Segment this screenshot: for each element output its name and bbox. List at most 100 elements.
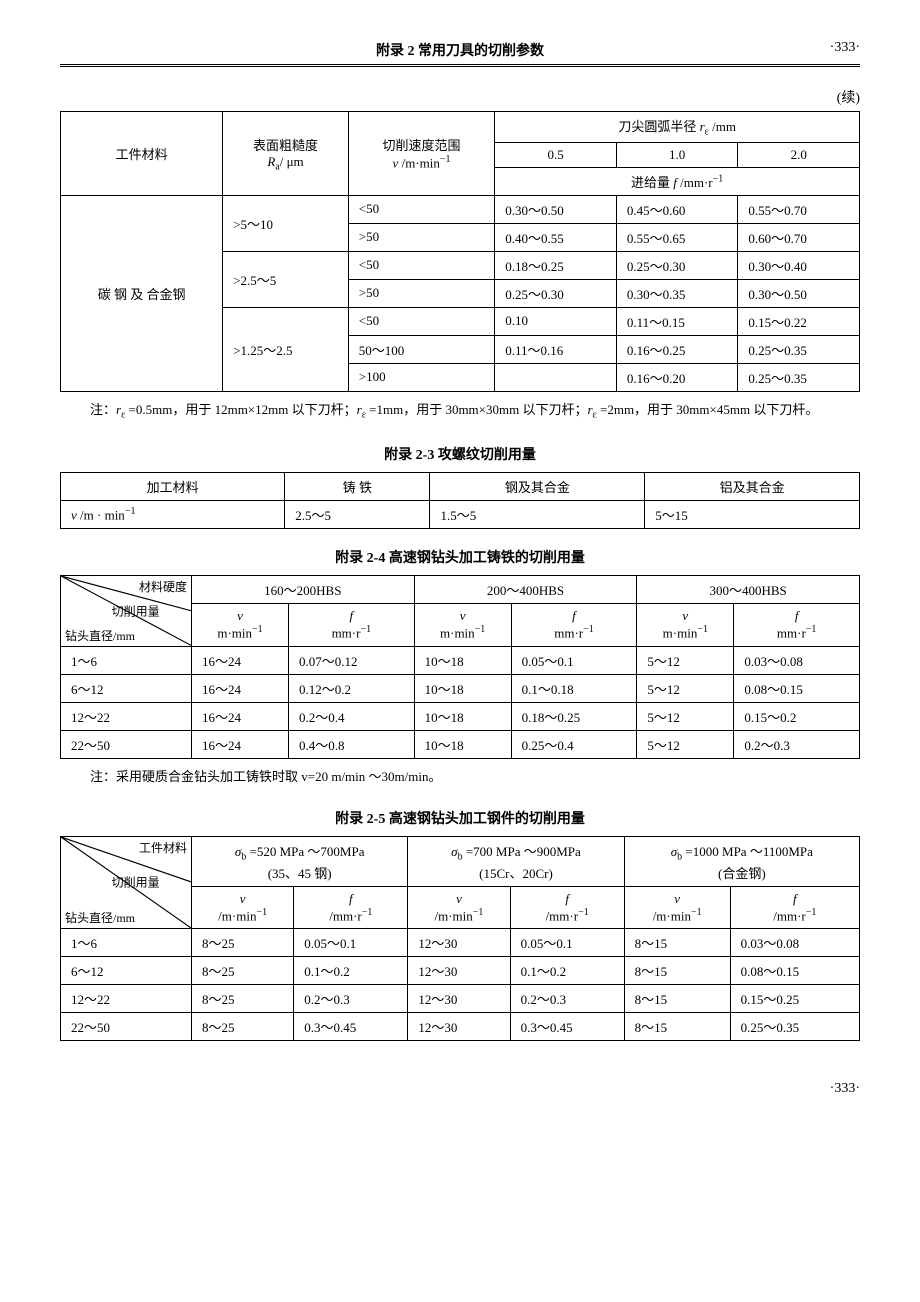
t3-f3-0: 0.03～0.08 [734, 646, 860, 674]
t1-c3-2: 0.30～0.40 [738, 251, 860, 279]
t3-h3: 300～400HBS [637, 576, 860, 604]
header-page: ·333· [830, 40, 860, 56]
t3-v2-1: 10～18 [414, 674, 511, 702]
t4-sf3: f/mm·r−1 [730, 886, 859, 928]
t1-v-6: >100 [348, 363, 495, 391]
t3-sf2: fmm·r−1 [511, 604, 637, 646]
t1-h-feed: 进给量 f /mm·r−1 [495, 167, 860, 195]
t4-sv3: v/m·min−1 [624, 886, 730, 928]
t4-v2-1: 12～30 [408, 956, 510, 984]
t1-h-radius: 刀尖圆弧半径 rε /mm [495, 112, 860, 143]
t3-v1-3: 16～24 [192, 730, 289, 758]
t1-v-5: 50～100 [348, 335, 495, 363]
t1-c1-1: 0.40～0.55 [495, 223, 617, 251]
t3-diag: 材料硬度 切削用量 钻头直径/mm [61, 576, 192, 646]
t4-f2-0: 0.05～0.1 [510, 928, 624, 956]
t1-c1-5: 0.11～0.16 [495, 335, 617, 363]
t3-sf3: fmm·r−1 [734, 604, 860, 646]
t1-c2-6: 0.16～0.20 [616, 363, 738, 391]
t3-f1-1: 0.12～0.2 [289, 674, 415, 702]
t3-f2-0: 0.05～0.1 [511, 646, 637, 674]
t4-v3-1: 8～15 [624, 956, 730, 984]
t3-sv3: vm·min−1 [637, 604, 734, 646]
t1-h-r10: 1.0 [616, 142, 738, 167]
table3-note: 注：采用硬质合金钻头加工铸铁时取 v=20 m/min ～30m/min。 [90, 765, 860, 788]
t2-h-iron: 铸 铁 [285, 473, 430, 501]
t1-c1-3: 0.25～0.30 [495, 279, 617, 307]
t3-diag-top: 材料硬度 [139, 578, 187, 595]
t1-c3-0: 0.55～0.70 [738, 195, 860, 223]
t1-ra-2: >2.5～5 [223, 251, 349, 307]
t1-v-2: <50 [348, 251, 495, 279]
t4-v3-2: 8～15 [624, 984, 730, 1012]
table2-title: 附录 2-3 攻螺纹切削用量 [60, 444, 860, 464]
t3-sf1: fmm·r−1 [289, 604, 415, 646]
t3-d-0: 1～6 [61, 646, 192, 674]
t4-sf1: f/mm·r−1 [294, 886, 408, 928]
t4-v2-2: 12～30 [408, 984, 510, 1012]
t1-c1-0: 0.30～0.50 [495, 195, 617, 223]
t4-f1-2: 0.2～0.3 [294, 984, 408, 1012]
t4-f3-0: 0.03～0.08 [730, 928, 859, 956]
t3-d-2: 12～22 [61, 702, 192, 730]
t1-ra-0: >5～10 [223, 195, 349, 251]
t1-h-speed: 切削速度范围v /m·min−1 [348, 112, 495, 196]
t1-c2-0: 0.45～0.60 [616, 195, 738, 223]
t3-sv1: vm·min−1 [192, 604, 289, 646]
continued-label: (续) [60, 87, 860, 107]
t2-iron: 2.5～5 [285, 501, 430, 529]
t4-sv2: v/m·min−1 [408, 886, 510, 928]
t1-c2-1: 0.55～0.65 [616, 223, 738, 251]
header-title: 附录 2 常用刀具的切削参数 [376, 44, 544, 59]
table4-title: 附录 2-5 高速钢钻头加工钢件的切削用量 [60, 808, 860, 828]
t4-f1-0: 0.05～0.1 [294, 928, 408, 956]
t3-f2-2: 0.18～0.25 [511, 702, 637, 730]
t4-h3: σb =1000 MPa ～1100MPa(合金钢) [624, 836, 859, 886]
t4-sv1: v/m·min−1 [192, 886, 294, 928]
t4-diag: 工件材料 切削用量 钻头直径/mm [61, 836, 192, 928]
t1-c2-3: 0.30～0.35 [616, 279, 738, 307]
t1-h-r20: 2.0 [738, 142, 860, 167]
t4-v1-0: 8～25 [192, 928, 294, 956]
t4-v2-0: 12～30 [408, 928, 510, 956]
t4-diag-bot: 钻头直径/mm [65, 909, 135, 926]
t3-h1: 160～200HBS [192, 576, 415, 604]
t4-d-3: 22～50 [61, 1012, 192, 1040]
t3-f2-1: 0.1～0.18 [511, 674, 637, 702]
t4-f3-2: 0.15～0.25 [730, 984, 859, 1012]
t2-h-material: 加工材料 [61, 473, 285, 501]
t4-f1-1: 0.1～0.2 [294, 956, 408, 984]
t4-f2-3: 0.3～0.45 [510, 1012, 624, 1040]
t1-v-1: >50 [348, 223, 495, 251]
t4-v1-3: 8～25 [192, 1012, 294, 1040]
t1-c1-6 [495, 363, 617, 391]
t1-ra-4: >1.25～2.5 [223, 307, 349, 391]
t4-f3-3: 0.25～0.35 [730, 1012, 859, 1040]
t3-v2-2: 10～18 [414, 702, 511, 730]
t3-v2-3: 10～18 [414, 730, 511, 758]
page-header: 附录 2 常用刀具的切削参数 ·333· [60, 40, 860, 67]
t2-row-label: v /m · min−1 [61, 501, 285, 529]
t4-f2-2: 0.2～0.3 [510, 984, 624, 1012]
t2-steel: 1.5～5 [430, 501, 645, 529]
t3-v1-2: 16～24 [192, 702, 289, 730]
t1-c3-1: 0.60～0.70 [738, 223, 860, 251]
table3-title: 附录 2-4 高速钢钻头加工铸铁的切削用量 [60, 547, 860, 567]
t4-d-0: 1～6 [61, 928, 192, 956]
t1-v-0: <50 [348, 195, 495, 223]
t3-diag-bot: 钻头直径/mm [65, 627, 135, 644]
t4-d-1: 6～12 [61, 956, 192, 984]
t4-v2-3: 12～30 [408, 1012, 510, 1040]
t4-v3-3: 8～15 [624, 1012, 730, 1040]
table-1: 工件材料 表面粗糙度Ra/ μm 切削速度范围v /m·min−1 刀尖圆弧半径… [60, 111, 860, 392]
t1-material: 碳 钢 及 合金钢 [61, 195, 223, 391]
table-4: 工件材料 切削用量 钻头直径/mm σb =520 MPa ～700MPa(35… [60, 836, 860, 1041]
t4-f1-3: 0.3～0.45 [294, 1012, 408, 1040]
t4-h2: σb =700 MPa ～900MPa(15Cr、20Cr) [408, 836, 624, 886]
t4-diag-top: 工件材料 [139, 839, 187, 856]
t2-h-al: 铝及其合金 [645, 473, 860, 501]
t3-f1-3: 0.4～0.8 [289, 730, 415, 758]
t3-f3-1: 0.08～0.15 [734, 674, 860, 702]
t1-c2-5: 0.16～0.25 [616, 335, 738, 363]
t3-f1-2: 0.2～0.4 [289, 702, 415, 730]
